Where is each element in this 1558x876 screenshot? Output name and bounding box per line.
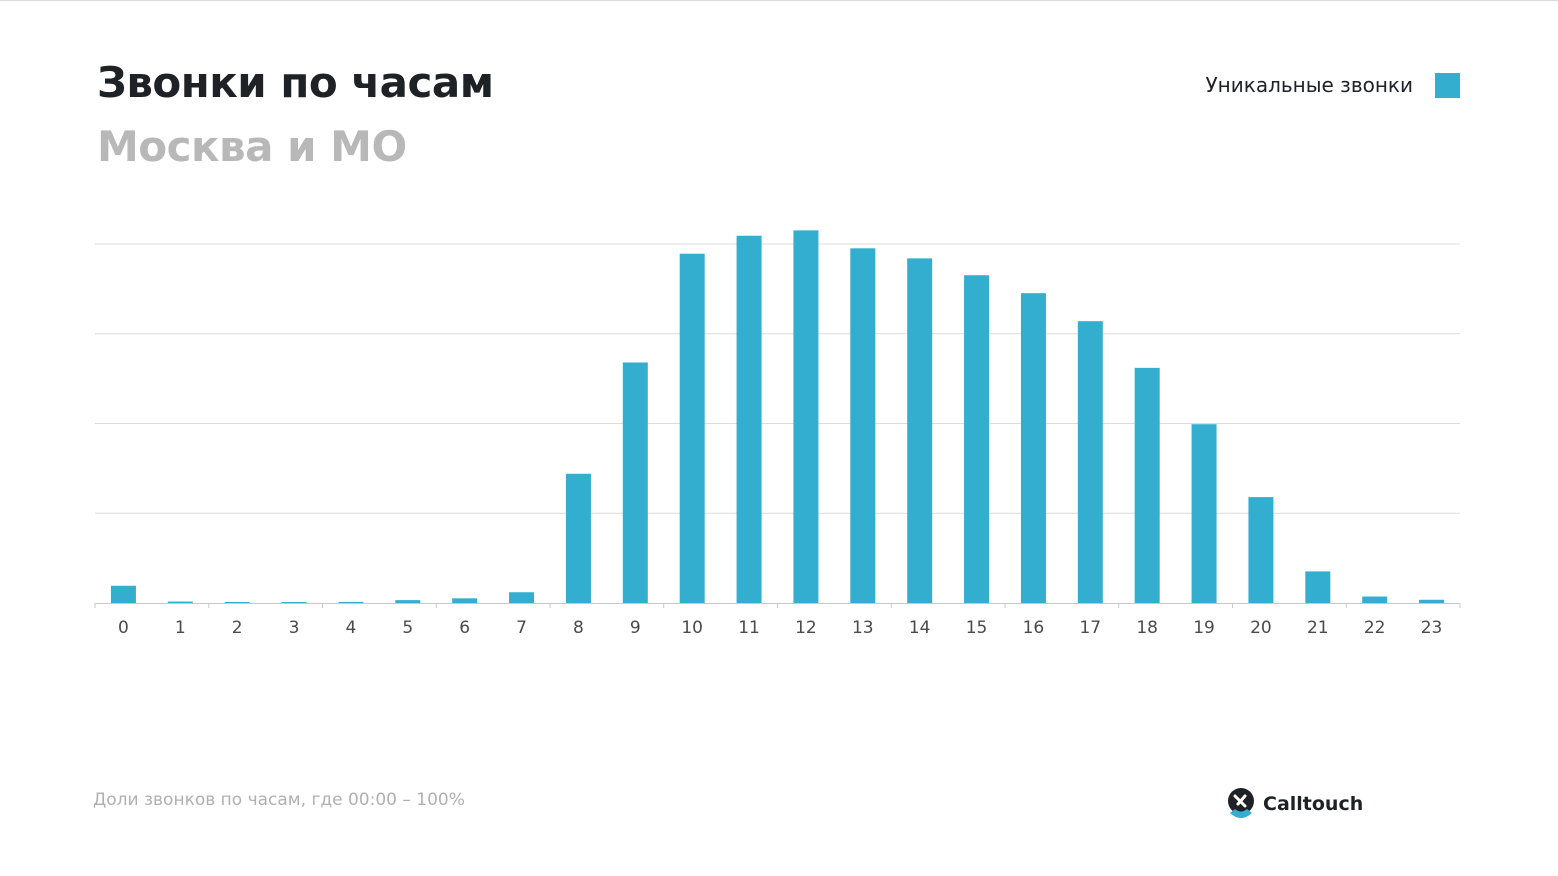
calltouch-logo-icon bbox=[1228, 788, 1254, 818]
bar-hour-19 bbox=[1191, 424, 1217, 603]
bar-hour-11 bbox=[736, 235, 762, 604]
bar-hour-12 bbox=[793, 230, 819, 603]
bar-hour-21 bbox=[1305, 571, 1331, 603]
x-tick-label: 0 bbox=[118, 618, 129, 638]
bar-hour-0 bbox=[110, 585, 136, 603]
legend-swatch bbox=[1435, 72, 1460, 98]
bar-hour-22 bbox=[1362, 596, 1388, 603]
bar-hour-3 bbox=[281, 602, 307, 603]
logo-text: Calltouch bbox=[1263, 793, 1364, 815]
x-tick-label: 21 bbox=[1307, 618, 1329, 638]
bar-hour-23 bbox=[1419, 599, 1445, 603]
bar-hour-7 bbox=[509, 592, 535, 603]
bar-hour-16 bbox=[1020, 293, 1046, 603]
bar-hour-5 bbox=[395, 600, 421, 603]
x-tick-label: 6 bbox=[459, 618, 470, 638]
bar-hour-8 bbox=[565, 473, 591, 603]
x-tick-label: 12 bbox=[795, 618, 817, 638]
chart-legend: Уникальные звонки bbox=[1150, 70, 1460, 100]
x-tick-label: 22 bbox=[1364, 618, 1386, 638]
footnote: Доли звонков по часам, где 00:00 – 100% bbox=[93, 790, 465, 810]
bar-hour-15 bbox=[964, 275, 990, 603]
bar-hour-9 bbox=[622, 362, 648, 603]
brand-logo: Calltouch bbox=[1227, 787, 1363, 821]
bar-hour-4 bbox=[338, 601, 364, 603]
x-tick-label: 18 bbox=[1136, 618, 1158, 638]
x-tick-label: 8 bbox=[573, 618, 584, 638]
x-tick-label: 16 bbox=[1023, 618, 1045, 638]
bar-hour-6 bbox=[452, 598, 478, 603]
x-tick-label: 2 bbox=[232, 618, 243, 638]
chart-subtitle: Москва и МО bbox=[97, 122, 407, 171]
x-tick-label: 23 bbox=[1421, 618, 1443, 638]
x-tick-label: 3 bbox=[289, 618, 300, 638]
bar-hour-14 bbox=[907, 258, 933, 603]
top-divider bbox=[0, 0, 1558, 1]
x-tick-label: 10 bbox=[681, 618, 703, 638]
bar-hour-18 bbox=[1134, 367, 1160, 603]
x-tick-label: 14 bbox=[909, 618, 931, 638]
x-tick-label: 20 bbox=[1250, 618, 1272, 638]
bar-hour-1 bbox=[167, 601, 193, 603]
x-tick-label: 1 bbox=[175, 618, 186, 638]
bar-hour-10 bbox=[679, 253, 705, 603]
x-tick-label: 4 bbox=[346, 618, 357, 638]
x-tick-label: 11 bbox=[738, 618, 760, 638]
bar-hour-17 bbox=[1077, 321, 1103, 603]
x-tick-label: 17 bbox=[1079, 618, 1101, 638]
chart-title: Звонки по часам bbox=[97, 58, 494, 107]
x-tick-label: 9 bbox=[630, 618, 641, 638]
x-tick-label: 15 bbox=[966, 618, 988, 638]
bar-hour-13 bbox=[850, 248, 876, 604]
legend-label: Уникальные звонки bbox=[1205, 73, 1413, 97]
x-tick-label: 13 bbox=[852, 618, 874, 638]
bar-hour-20 bbox=[1248, 497, 1274, 603]
x-tick-label: 19 bbox=[1193, 618, 1215, 638]
bar-hour-2 bbox=[224, 602, 250, 603]
x-tick-label: 5 bbox=[402, 618, 413, 638]
x-tick-label: 7 bbox=[516, 618, 527, 638]
